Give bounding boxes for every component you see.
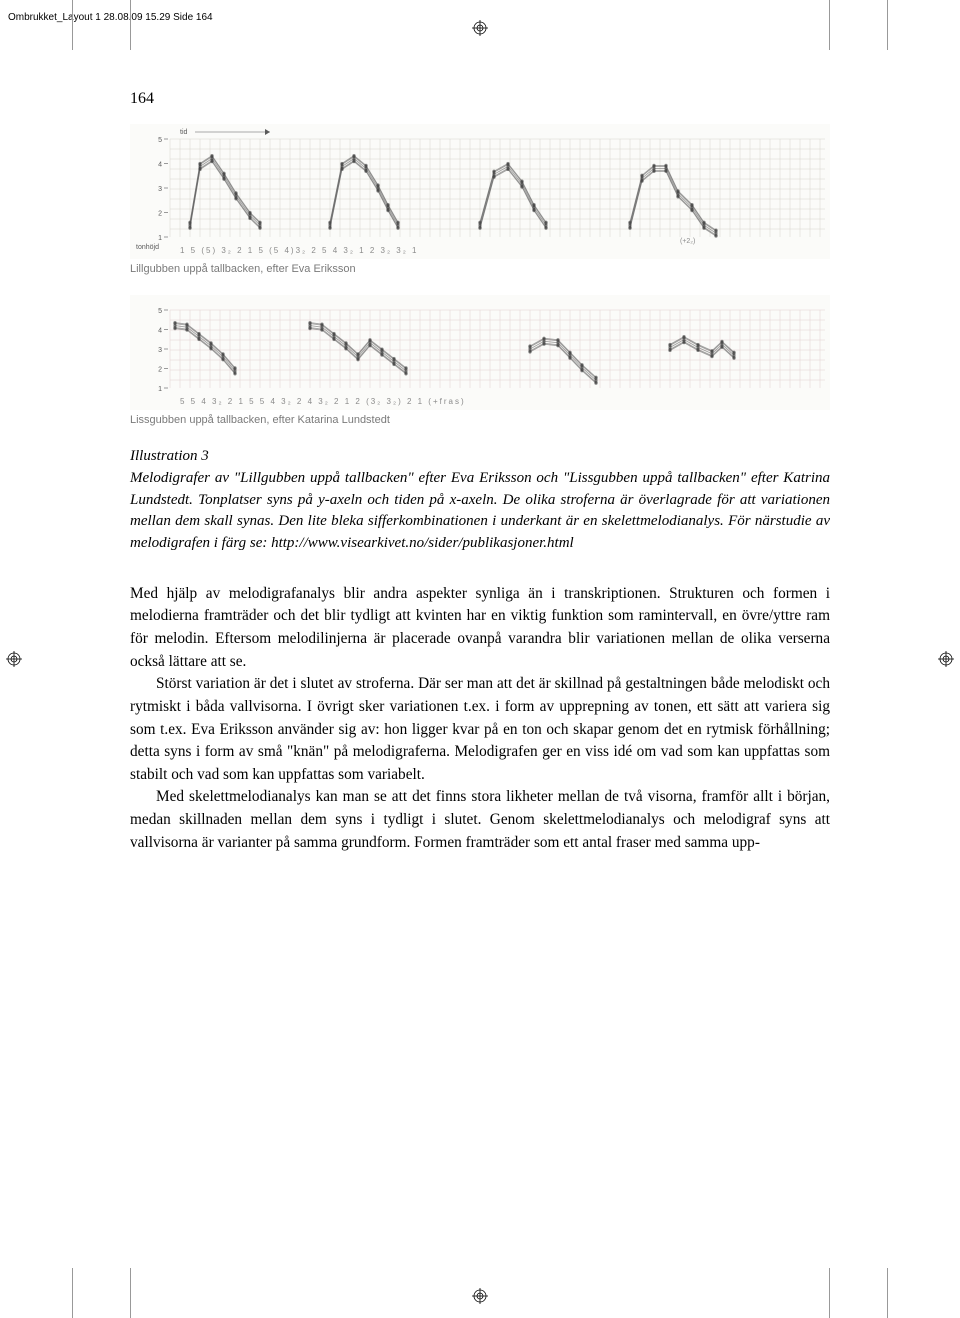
svg-text:(+2₂): (+2₂) [680, 238, 695, 245]
registration-mark-icon [472, 20, 488, 36]
chart-2-caption: Lissgubben uppå tallbacken, efter Katari… [130, 414, 830, 426]
crop-guide [887, 1268, 888, 1318]
chart-1-caption: Lillgubben uppå tallbacken, efter Eva Er… [130, 263, 830, 275]
page-number: 164 [130, 90, 830, 108]
melodigraph-chart-1: 5 4 3 2 1 tid tonhöjd 1 5 (5) 3₂ 2 1 5 (5 4)3₂ … [130, 124, 830, 259]
svg-text:2: 2 [158, 367, 162, 374]
svg-text:tid: tid [180, 129, 188, 136]
crop-guide [829, 0, 830, 50]
melodigraph-chart-2: 5 4 3 2 1 5 5 4 3₂ 2 1 5 5 4 3₂ 2 4 3₂ 2 1 2 … [130, 295, 830, 410]
crop-guide [72, 0, 73, 50]
svg-text:2: 2 [158, 211, 162, 218]
svg-text:1: 1 [158, 235, 162, 242]
paragraph: Med skelettmelodiana­lys kan man se att … [130, 786, 830, 854]
figure: 5 4 3 2 1 tid tonhöjd 1 5 (5) 3₂ 2 1 5 (5 4)3₂ … [130, 124, 830, 555]
svg-text:5 5 4 3₂ 2 1 5 5 4: 5 5 4 3₂ 2 1 5 5 4 3₂ 2 4 3₂ 2 1 2 (3₂ 3… [180, 397, 466, 406]
layout-header: Ombrukket_Layout 1 28.08.09 15.29 Side 1… [8, 12, 213, 23]
svg-text:5: 5 [158, 308, 162, 315]
svg-text:tonhöjd: tonhöjd [136, 244, 159, 251]
svg-text:4: 4 [158, 162, 162, 169]
crop-guide [130, 1268, 131, 1318]
body-text: Med hjälp av melodigrafanalys blir andra… [130, 583, 830, 855]
registration-mark-icon [472, 1288, 488, 1304]
svg-text:3: 3 [158, 186, 162, 193]
paragraph: Med hjälp av melodigrafanalys blir andra… [130, 583, 830, 674]
svg-text:1: 1 [158, 386, 162, 393]
svg-text:1 5 (5) 3₂ 2 1 5 (5 4: 1 5 (5) 3₂ 2 1 5 (5 4)3₂ 2 5 4 3₂ 1 2 3₂… [180, 246, 419, 255]
illustration-label: Illustration 3 [130, 446, 830, 468]
paragraph: Störst variation är det i slutet av stro… [130, 673, 830, 786]
registration-mark-icon [938, 651, 954, 667]
svg-text:3: 3 [158, 347, 162, 354]
crop-guide [130, 0, 131, 50]
illustration-caption: Melodigrafer av "Lillgubben uppå tallbac… [130, 468, 830, 555]
svg-text:5: 5 [158, 137, 162, 144]
crop-guide [829, 1268, 830, 1318]
crop-guide [72, 1268, 73, 1318]
crop-guide [887, 0, 888, 50]
svg-text:4: 4 [158, 328, 162, 335]
registration-mark-icon [6, 651, 22, 667]
